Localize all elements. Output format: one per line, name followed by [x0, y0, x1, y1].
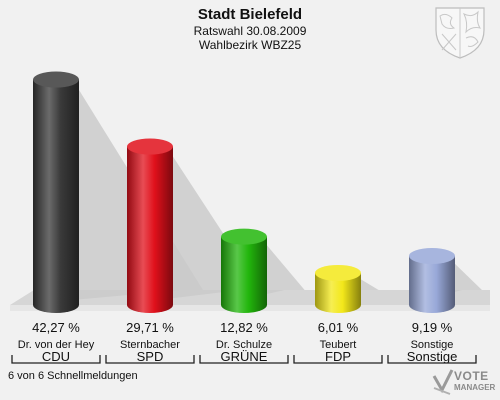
reports-status: 6 von 6 Schnellmeldungen: [8, 370, 138, 382]
chart-title: Stadt Bielefeld: [197, 6, 303, 23]
bar-spd: [127, 146, 173, 313]
candidate-label: Teubert: [320, 339, 357, 351]
label-bracket: [199, 355, 289, 364]
candidate-label: Sonstige: [411, 339, 454, 351]
candidate-label: Dr. Schulze: [216, 339, 272, 351]
value-label: 42,27 %: [32, 320, 80, 335]
bar-sonstige: [409, 255, 455, 313]
brand-logo: VOTE MANAGER: [432, 368, 498, 398]
bar-fdp: [315, 272, 361, 313]
label-bracket: [11, 355, 101, 364]
value-label: 12,82 %: [220, 320, 268, 335]
brand-sub: MANAGER: [454, 383, 496, 392]
party-label: Sonstige: [407, 349, 458, 364]
party-label: CDU: [42, 349, 70, 364]
label-bracket: [293, 355, 383, 364]
label-bracket: [387, 355, 477, 364]
chart-district: Wahlbezirk WBZ25: [198, 38, 302, 52]
value-label: 29,71 %: [126, 320, 174, 335]
candidate-label: Sternbacher: [120, 339, 180, 351]
label-bracket: [105, 355, 195, 364]
bar-cdu: [33, 79, 79, 313]
candidate-label: Dr. von der Hey: [18, 339, 95, 351]
bar-top: [409, 247, 455, 264]
bar-top: [221, 228, 267, 245]
party-label: SPD: [137, 349, 164, 364]
bar-grne: [221, 236, 267, 313]
bar-top: [315, 264, 361, 281]
value-label: 6,01 %: [318, 320, 359, 335]
bar-top: [127, 138, 173, 155]
chart-subtitle: Ratswahl 30.08.2009: [193, 24, 307, 38]
brand-name: VOTE: [454, 369, 489, 383]
party-label: GRÜNE: [221, 349, 268, 364]
bar-top: [33, 71, 79, 88]
ballot-check-icon: [432, 369, 454, 395]
value-label: 9,19 %: [412, 320, 453, 335]
party-label: FDP: [325, 349, 351, 364]
coat-of-arms-icon: [435, 7, 485, 59]
